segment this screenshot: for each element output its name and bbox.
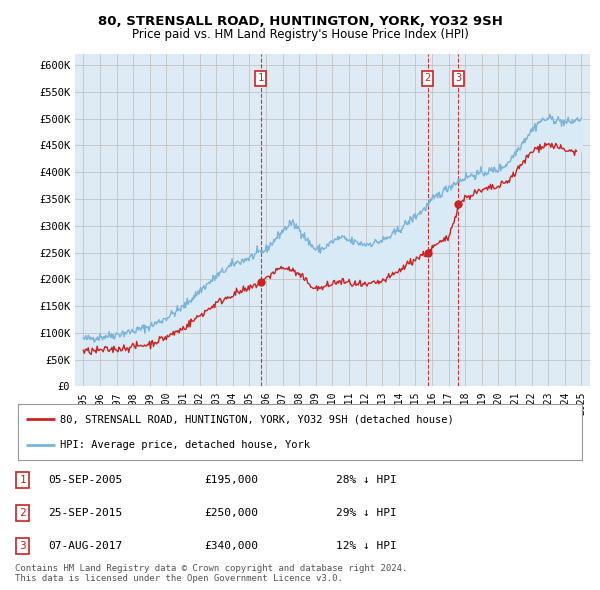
- Text: 80, STRENSALL ROAD, HUNTINGTON, YORK, YO32 9SH (detached house): 80, STRENSALL ROAD, HUNTINGTON, YORK, YO…: [60, 414, 454, 424]
- Text: 12% ↓ HPI: 12% ↓ HPI: [336, 541, 397, 551]
- Text: 3: 3: [455, 73, 461, 83]
- Text: 1: 1: [19, 475, 26, 485]
- Text: £195,000: £195,000: [204, 475, 258, 485]
- Text: 25-SEP-2015: 25-SEP-2015: [48, 508, 122, 518]
- Text: 3: 3: [19, 541, 26, 551]
- Text: HPI: Average price, detached house, York: HPI: Average price, detached house, York: [60, 440, 310, 450]
- Text: 2: 2: [424, 73, 431, 83]
- Text: 07-AUG-2017: 07-AUG-2017: [48, 541, 122, 551]
- Text: £340,000: £340,000: [204, 541, 258, 551]
- Text: 28% ↓ HPI: 28% ↓ HPI: [336, 475, 397, 485]
- Text: 80, STRENSALL ROAD, HUNTINGTON, YORK, YO32 9SH: 80, STRENSALL ROAD, HUNTINGTON, YORK, YO…: [98, 15, 502, 28]
- Text: 29% ↓ HPI: 29% ↓ HPI: [336, 508, 397, 518]
- Text: 2: 2: [19, 508, 26, 518]
- Text: 05-SEP-2005: 05-SEP-2005: [48, 475, 122, 485]
- Text: £250,000: £250,000: [204, 508, 258, 518]
- Text: Price paid vs. HM Land Registry's House Price Index (HPI): Price paid vs. HM Land Registry's House …: [131, 28, 469, 41]
- Text: 1: 1: [257, 73, 264, 83]
- Text: Contains HM Land Registry data © Crown copyright and database right 2024.
This d: Contains HM Land Registry data © Crown c…: [15, 563, 407, 583]
